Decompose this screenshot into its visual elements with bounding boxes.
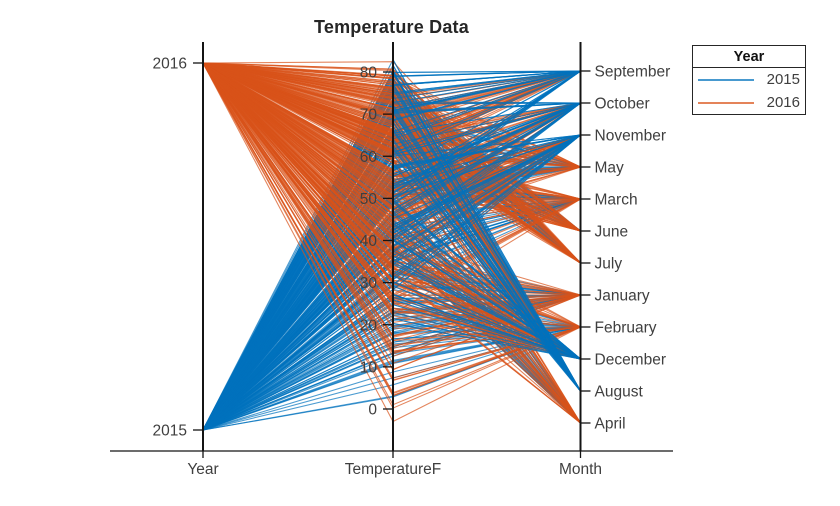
month-tick-label: September <box>595 64 671 81</box>
month-tick-label: April <box>595 416 626 433</box>
year-tick-label: 2015 <box>153 423 187 440</box>
temperature-tick-label: 30 <box>360 275 378 292</box>
legend-entry-label: 2015 <box>766 71 800 88</box>
month-tick-label: December <box>595 352 667 369</box>
data-line[interactable] <box>392 293 581 360</box>
data-line[interactable] <box>392 134 581 276</box>
temperature-tick-label: 80 <box>360 65 378 82</box>
coordinate-label-month: Month <box>559 461 602 478</box>
month-tick-label: March <box>595 192 638 209</box>
data-line[interactable] <box>392 240 581 360</box>
legend-title: Year <box>693 46 805 68</box>
legend-line-sample-2015 <box>698 78 754 81</box>
coordinate-label-temperaturef: TemperatureF <box>345 461 441 478</box>
data-line[interactable] <box>392 134 581 226</box>
data-line[interactable] <box>392 275 581 360</box>
data-line[interactable] <box>392 102 581 185</box>
month-tick-label: February <box>595 320 657 337</box>
data-line[interactable] <box>392 263 581 360</box>
data-line[interactable] <box>392 70 581 104</box>
series-2015-overlay-lines <box>392 59 581 392</box>
data-line[interactable] <box>392 70 581 86</box>
data-line[interactable] <box>392 102 581 217</box>
data-line[interactable] <box>392 70 581 95</box>
month-tick-label: July <box>595 256 623 273</box>
data-line[interactable] <box>392 70 581 201</box>
data-line[interactable] <box>392 70 581 112</box>
data-line[interactable] <box>392 102 581 211</box>
month-tick-label: November <box>595 128 667 145</box>
data-line[interactable] <box>392 134 581 220</box>
coordinate-label-year: Year <box>187 461 218 478</box>
legend-entry-label: 2016 <box>766 94 800 111</box>
data-line[interactable] <box>392 102 581 112</box>
data-line[interactable] <box>392 102 581 242</box>
data-line[interactable] <box>392 255 581 360</box>
data-line[interactable] <box>392 134 581 187</box>
data-line[interactable] <box>392 322 581 360</box>
data-line[interactable] <box>392 134 581 265</box>
month-tick-label: May <box>595 160 625 177</box>
data-line[interactable] <box>392 102 581 171</box>
data-line[interactable] <box>392 299 581 360</box>
data-line[interactable] <box>392 102 581 134</box>
month-tick-label: August <box>595 384 644 401</box>
data-line[interactable] <box>392 222 581 360</box>
data-line[interactable] <box>392 70 581 73</box>
data-line[interactable] <box>392 250 581 360</box>
data-line[interactable] <box>392 70 581 151</box>
temperature-tick-label: 40 <box>360 233 378 250</box>
month-tick-label: June <box>595 224 629 241</box>
axes: Year TemperatureF Month 2015 2016 0 10 20 30 40 50… <box>110 42 673 478</box>
data-line[interactable] <box>392 102 581 145</box>
legend-line-sample-2016 <box>698 101 754 104</box>
data-line[interactable] <box>392 134 581 197</box>
data-line[interactable] <box>392 70 581 206</box>
year-tick-label: 2016 <box>153 56 187 73</box>
data-line[interactable] <box>392 70 581 133</box>
data-line[interactable] <box>392 102 581 156</box>
legend-entry-2016[interactable]: 2016 <box>693 91 805 114</box>
data-line[interactable] <box>392 134 581 182</box>
temperature-tick-label: 0 <box>368 402 377 419</box>
data-line[interactable] <box>392 199 581 360</box>
data-line[interactable] <box>392 227 581 360</box>
legend: Year 2015 2016 <box>692 45 806 115</box>
temperature-tick-label: 10 <box>360 359 378 376</box>
data-line[interactable] <box>392 134 581 237</box>
temperature-tick-label: 50 <box>360 191 378 208</box>
data-line[interactable] <box>392 102 581 247</box>
temperature-tick-label: 20 <box>360 317 378 334</box>
data-line[interactable] <box>392 70 581 78</box>
data-line[interactable] <box>392 211 581 360</box>
data-line[interactable] <box>392 318 581 360</box>
data-line[interactable] <box>392 311 581 360</box>
data-line[interactable] <box>392 70 581 155</box>
data-line[interactable] <box>392 281 581 360</box>
data-line[interactable] <box>392 134 581 230</box>
month-tick-label: October <box>595 96 650 113</box>
chart-title: Temperature Data <box>314 17 469 37</box>
data-line[interactable] <box>392 285 581 360</box>
month-tick-label: January <box>595 288 650 305</box>
data-line[interactable] <box>392 134 581 166</box>
data-line[interactable] <box>392 102 581 105</box>
data-line[interactable] <box>392 134 581 291</box>
data-line[interactable] <box>392 70 581 100</box>
data-line[interactable] <box>392 304 581 360</box>
data-line[interactable] <box>392 134 581 281</box>
data-line[interactable] <box>392 134 581 157</box>
data-line[interactable] <box>392 70 581 172</box>
temperature-tick-label: 70 <box>360 107 378 124</box>
temperature-tick-label: 60 <box>360 149 378 166</box>
legend-entry-2015[interactable]: 2015 <box>693 68 805 91</box>
data-line[interactable] <box>392 134 581 253</box>
